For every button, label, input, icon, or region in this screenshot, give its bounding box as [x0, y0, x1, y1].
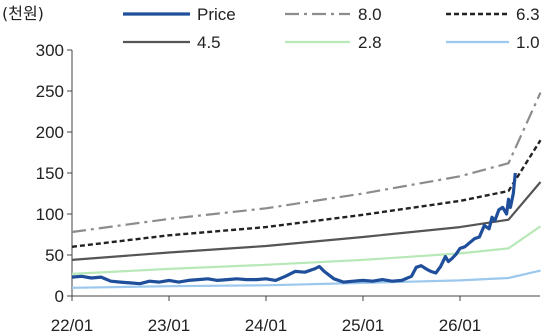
legend-item-1-0: 1.0	[446, 33, 540, 52]
series-line-1-0	[71, 269, 541, 289]
x-tick-label: 25/01	[342, 316, 385, 335]
series-line-8-0	[71, 92, 542, 234]
y-tick-label: 50	[45, 246, 64, 265]
legend: Price 8.0 6.3 4.5 2.8 1.0	[123, 5, 540, 52]
legend-label: 6.3	[516, 5, 540, 24]
y-tick-label: 250	[36, 82, 64, 101]
y-axis: 0 50 100 150 200 250 300	[36, 41, 73, 306]
x-tick-label: 24/01	[245, 316, 288, 335]
x-tick-label: 22/01	[51, 316, 94, 335]
y-tick-label: 100	[36, 205, 64, 224]
legend-label: 1.0	[516, 33, 540, 52]
legend-item-4-5: 4.5	[123, 33, 221, 52]
series-line-4-5	[71, 181, 542, 261]
unit-label: (천원)	[2, 4, 44, 23]
series-line-price	[71, 172, 517, 286]
y-tick-label: 0	[55, 287, 64, 306]
legend-item-price: Price	[123, 5, 236, 24]
y-tick-label: 200	[36, 123, 64, 142]
x-axis: 22/01 23/01 24/01 25/01 26/01	[51, 295, 540, 335]
legend-item-8-0: 8.0	[285, 5, 382, 24]
legend-label: 2.8	[358, 33, 382, 52]
series-layer	[71, 92, 542, 289]
legend-label: 8.0	[358, 5, 382, 24]
legend-item-2-8: 2.8	[285, 33, 382, 52]
series-line-6-3	[71, 139, 542, 248]
x-tick-label: 23/01	[148, 316, 191, 335]
legend-label: Price	[197, 5, 236, 24]
series-line-2-8	[71, 225, 542, 275]
legend-label: 4.5	[197, 33, 221, 52]
x-tick-label: 26/01	[439, 316, 482, 335]
y-tick-label: 300	[36, 41, 64, 60]
y-tick-label: 150	[36, 164, 64, 183]
legend-item-6-3: 6.3	[446, 5, 540, 24]
